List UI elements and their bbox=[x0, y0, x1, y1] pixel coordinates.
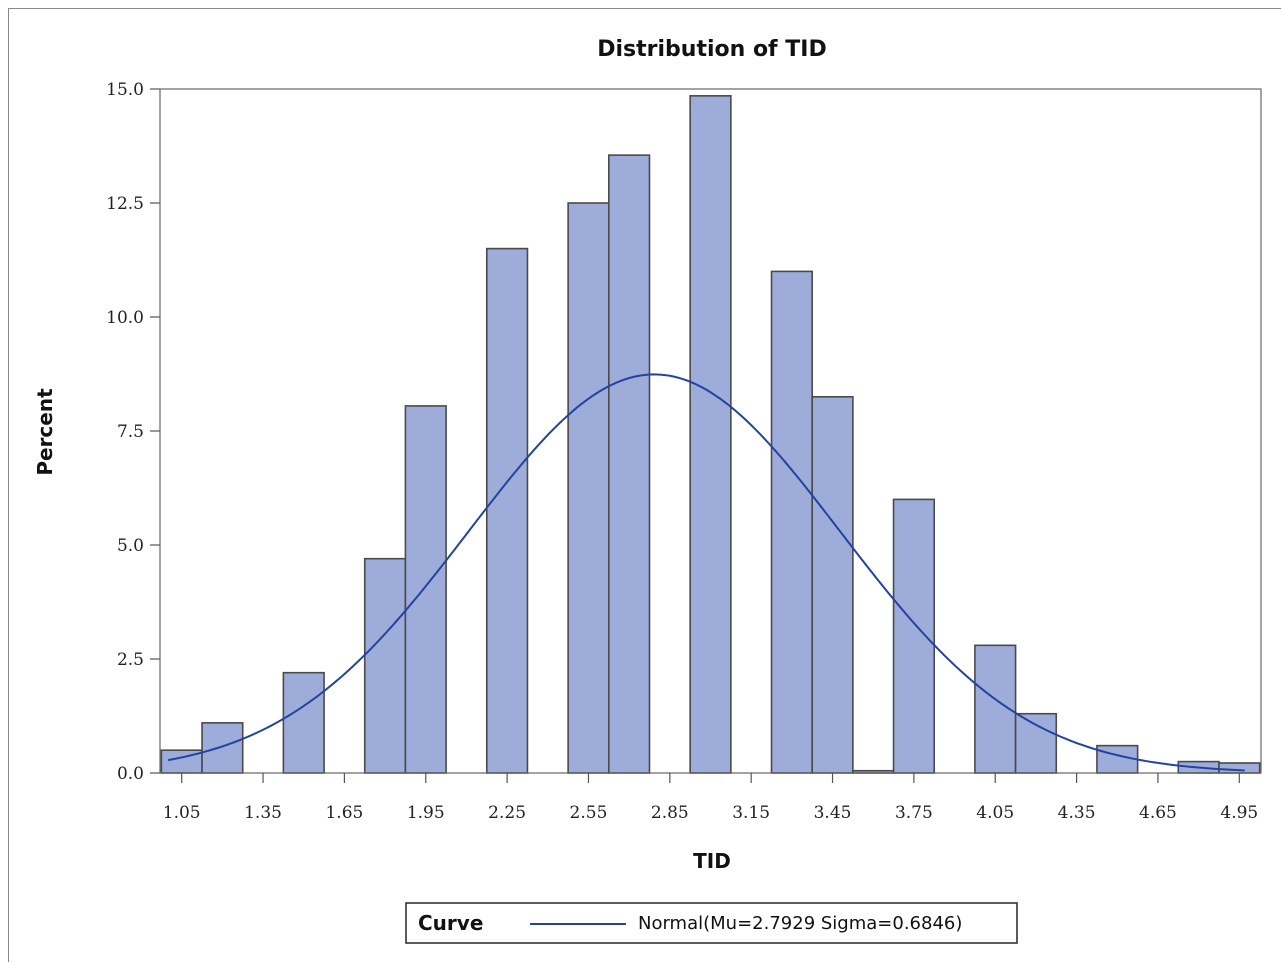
y-tick-label: 0.0 bbox=[117, 764, 144, 784]
histogram-bar bbox=[282, 671, 325, 774]
y-axis: 0.0 2.5 5.0 7.5 10.0 12.5 15.0 bbox=[106, 80, 160, 784]
legend-title: Curve bbox=[418, 911, 483, 935]
x-axis-label: TID bbox=[693, 849, 731, 873]
histogram-bar bbox=[201, 722, 244, 774]
histogram-bar bbox=[892, 498, 936, 774]
x-tick-label: 3.45 bbox=[814, 803, 852, 823]
histogram-bar bbox=[485, 247, 529, 774]
y-tick-label: 10.0 bbox=[106, 308, 144, 328]
y-tick-label: 12.5 bbox=[106, 194, 144, 214]
y-axis-label: Percent bbox=[33, 388, 57, 476]
y-tick-label: 15.0 bbox=[106, 80, 144, 100]
x-tick-label: 4.35 bbox=[1058, 803, 1096, 823]
x-tick-label: 4.95 bbox=[1220, 803, 1258, 823]
x-tick-label: 1.35 bbox=[244, 803, 282, 823]
histogram-bar bbox=[363, 557, 407, 774]
x-tick-label: 2.25 bbox=[488, 803, 526, 823]
histogram-bar bbox=[689, 95, 732, 774]
x-axis: 1.05 1.35 1.65 1.95 2.25 2.55 2.85 3.15 3.45 3.75… bbox=[163, 773, 1258, 823]
normal-curve bbox=[167, 373, 1245, 772]
x-tick-label: 1.65 bbox=[325, 803, 363, 823]
x-tick-label: 3.75 bbox=[895, 803, 933, 823]
x-tick-label: 3.15 bbox=[732, 803, 770, 823]
histogram-bar bbox=[811, 395, 854, 774]
chart-frame bbox=[8, 8, 1281, 962]
legend-box bbox=[405, 902, 1018, 944]
histogram-bar bbox=[608, 154, 651, 774]
histogram-bar bbox=[1014, 712, 1058, 774]
chart-title: Distribution of TID bbox=[597, 37, 827, 62]
legend: Curve Normal(Mu=2.7929 Sigma=0.6846) bbox=[405, 902, 1018, 944]
x-tick-label: 2.85 bbox=[651, 803, 689, 823]
x-tick-label: 4.65 bbox=[1139, 803, 1177, 823]
x-tick-label: 4.05 bbox=[976, 803, 1014, 823]
histogram-bar bbox=[404, 405, 447, 774]
x-tick-label: 1.95 bbox=[407, 803, 445, 823]
x-tick-label: 2.55 bbox=[570, 803, 608, 823]
histogram-bar bbox=[770, 270, 813, 774]
y-tick-label: 2.5 bbox=[117, 650, 144, 670]
histogram-bar bbox=[1218, 762, 1261, 774]
histogram-bars bbox=[160, 95, 1261, 774]
legend-entry: Normal(Mu=2.7929 Sigma=0.6846) bbox=[638, 913, 962, 934]
x-tick-label: 1.05 bbox=[163, 803, 201, 823]
y-tick-label: 7.5 bbox=[117, 422, 144, 442]
y-tick-label: 5.0 bbox=[117, 536, 144, 556]
histogram-bar bbox=[567, 202, 610, 774]
